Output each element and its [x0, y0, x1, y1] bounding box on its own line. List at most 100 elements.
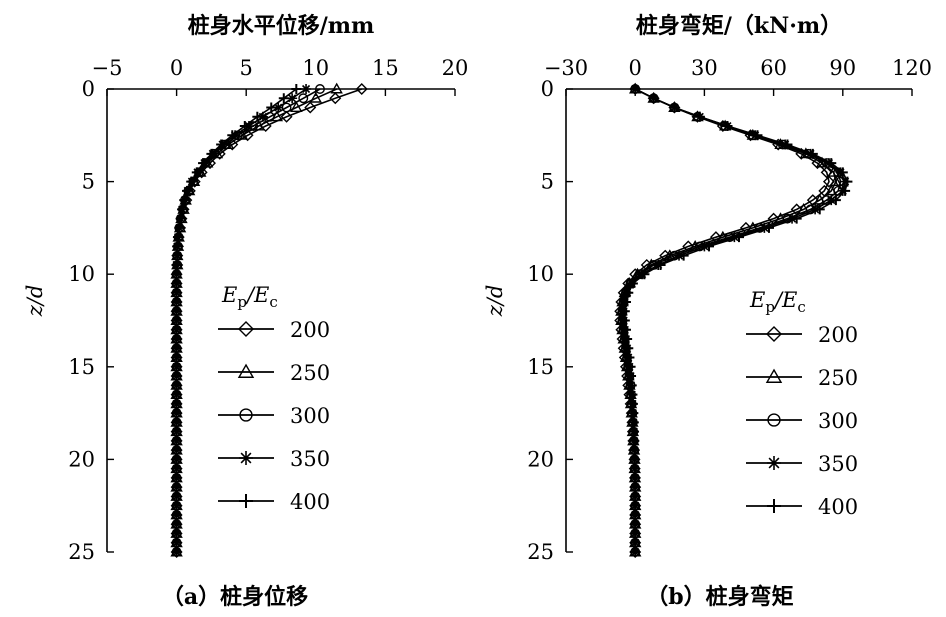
- x-tick-label: −30: [544, 56, 588, 80]
- data-point: [174, 222, 185, 233]
- y-tick-label: 15: [527, 355, 554, 379]
- legend-entry-350: 350: [746, 452, 858, 476]
- x-tick-label: 30: [691, 56, 718, 80]
- legend-label: 400: [818, 495, 858, 519]
- data-point: [171, 482, 182, 493]
- data-point: [182, 185, 193, 196]
- data-point: [171, 472, 182, 483]
- data-point: [257, 111, 268, 122]
- data-point: [266, 102, 277, 113]
- legend-entry-200: 200: [218, 318, 330, 342]
- x-tick-label: 10: [302, 56, 329, 80]
- legend-label: 350: [818, 452, 858, 476]
- y-tick-label: 10: [68, 262, 95, 286]
- panel-caption: （a）桩身位移: [162, 584, 308, 610]
- data-point: [171, 287, 182, 298]
- data-point: [171, 371, 182, 382]
- series-250: [615, 82, 843, 557]
- data-point: [840, 185, 851, 196]
- series-400: [171, 84, 302, 557]
- data-point: [629, 454, 640, 465]
- legend-title: Ep/Ec: [749, 288, 806, 316]
- data-point: [837, 167, 848, 178]
- data-point: [822, 175, 835, 188]
- legend-marker: [239, 408, 253, 422]
- y-axis-label: z/d: [23, 285, 47, 318]
- data-point: [171, 491, 182, 502]
- legend-label: 300: [818, 409, 858, 433]
- data-point: [171, 361, 182, 372]
- y-axis-label: z/d: [483, 285, 507, 318]
- data-point: [177, 204, 188, 215]
- data-point: [782, 139, 793, 150]
- legend-entry-400: 400: [218, 490, 330, 514]
- data-point: [630, 537, 641, 548]
- legend-entry-400: 400: [746, 495, 858, 519]
- data-point: [304, 101, 317, 114]
- legend-marker: [767, 413, 781, 427]
- data-point: [172, 250, 183, 261]
- legend-label: 400: [290, 490, 330, 514]
- data-point: [186, 176, 197, 187]
- x-tick-label: 120: [892, 56, 932, 80]
- legend-entry-250: 250: [746, 366, 858, 390]
- data-point: [171, 408, 182, 419]
- data-point: [171, 547, 182, 557]
- legend-marker: [237, 363, 255, 378]
- data-point: [301, 84, 312, 94]
- data-point: [629, 426, 640, 437]
- data-point: [669, 102, 680, 113]
- data-point: [626, 380, 637, 391]
- legend-title: Ep/Ec: [221, 283, 278, 311]
- data-point: [171, 324, 182, 335]
- data-point: [329, 92, 342, 105]
- data-point: [171, 445, 182, 456]
- data-point: [171, 537, 182, 548]
- series-200: [614, 83, 835, 558]
- data-point: [171, 454, 182, 465]
- series-line: [620, 88, 837, 552]
- data-point: [171, 500, 182, 511]
- y-tick-label: 20: [68, 447, 95, 471]
- data-point: [252, 111, 263, 122]
- data-point: [814, 204, 825, 215]
- data-point: [722, 121, 733, 132]
- legend-marker: [239, 451, 253, 465]
- data-point: [630, 547, 641, 557]
- x-tick-label: 0: [170, 56, 183, 80]
- legend-marker: [767, 499, 781, 513]
- data-point: [171, 509, 182, 520]
- data-point: [298, 93, 309, 104]
- data-point: [171, 315, 182, 326]
- data-point: [630, 84, 641, 94]
- data-point: [630, 528, 641, 539]
- data-point: [355, 83, 368, 95]
- data-point: [191, 167, 202, 178]
- data-point: [627, 389, 638, 400]
- data-point: [227, 130, 238, 141]
- data-point: [278, 93, 289, 104]
- data-point: [291, 84, 302, 94]
- data-point: [171, 259, 182, 270]
- data-point: [694, 111, 705, 122]
- legend-label: 200: [290, 318, 330, 342]
- data-point: [630, 491, 641, 502]
- data-point: [171, 463, 182, 474]
- data-point: [628, 417, 639, 428]
- data-point: [624, 352, 635, 363]
- legend-label: 250: [290, 361, 330, 385]
- legend-entry-200: 200: [746, 323, 858, 347]
- y-tick-label: 25: [68, 540, 95, 564]
- data-point: [171, 278, 182, 289]
- data-point: [807, 148, 818, 159]
- data-point: [171, 435, 182, 446]
- data-point: [623, 287, 634, 298]
- y-tick-label: 0: [82, 77, 95, 101]
- data-point: [620, 296, 631, 307]
- data-point: [626, 371, 637, 382]
- data-point: [171, 380, 182, 391]
- data-point: [704, 241, 715, 252]
- data-point: [678, 250, 689, 261]
- data-point: [239, 121, 250, 132]
- legend-marker: [765, 368, 783, 383]
